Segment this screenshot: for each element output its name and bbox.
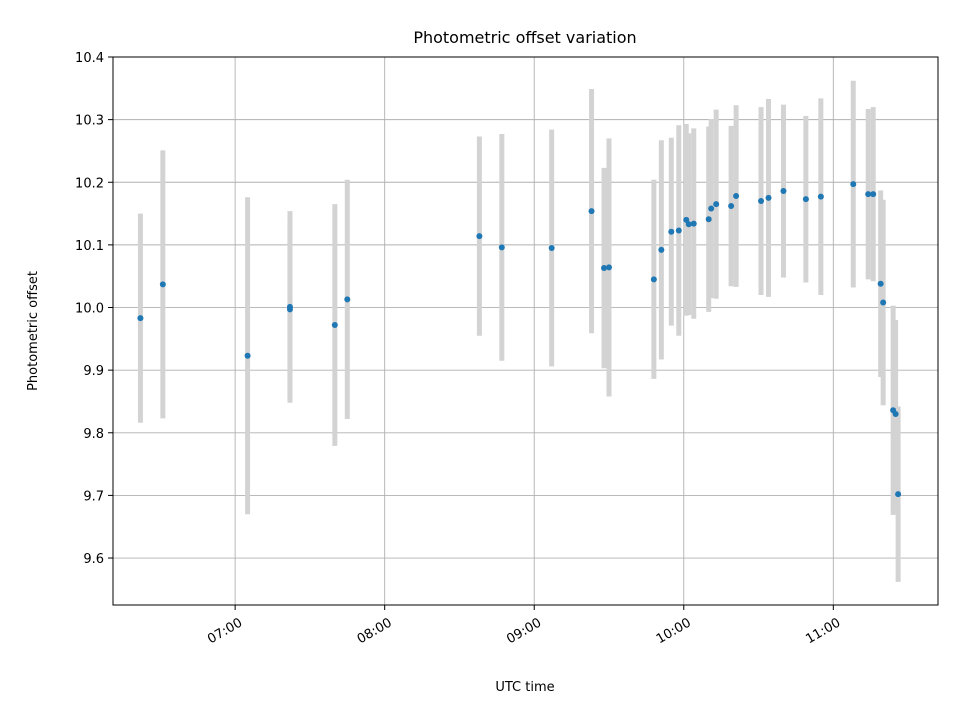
- y-axis: 9.6 9.7 9.8 9.9 10.0 10.1 10.2 10.3 10.4: [75, 51, 113, 567]
- data-point: [850, 181, 857, 188]
- data-point: [605, 264, 612, 271]
- data-point: [895, 491, 902, 498]
- data-point: [476, 233, 483, 240]
- x-axis-label: UTC time: [495, 680, 554, 695]
- y-tick-label: 10.0: [75, 302, 104, 317]
- y-tick-label: 9.9: [83, 364, 104, 379]
- data-point: [713, 201, 720, 208]
- y-axis-label: Photometric offset: [26, 271, 41, 391]
- data-point: [588, 208, 595, 215]
- data-point: [690, 220, 697, 227]
- data-point: [675, 227, 682, 234]
- data-point: [880, 299, 887, 306]
- data-point: [601, 265, 608, 272]
- chart-title: Photometric offset variation: [413, 28, 636, 47]
- data-point: [683, 216, 690, 223]
- data-point: [331, 322, 338, 329]
- data-point: [658, 246, 665, 253]
- data-points: [137, 181, 902, 498]
- data-point: [685, 221, 692, 228]
- data-point: [728, 203, 735, 210]
- data-point: [286, 303, 293, 310]
- data-point: [802, 196, 809, 203]
- y-tick-label: 10.1: [75, 239, 104, 254]
- data-point: [650, 276, 657, 283]
- y-tick-label: 9.7: [83, 489, 104, 504]
- y-tick-label: 9.8: [83, 427, 104, 442]
- plot-frame: [112, 56, 939, 606]
- data-point: [817, 193, 824, 200]
- data-point: [159, 281, 166, 288]
- data-point: [498, 244, 505, 251]
- data-point: [733, 193, 740, 200]
- data-point: [244, 352, 251, 359]
- data-point: [892, 410, 899, 417]
- data-point: [708, 205, 715, 212]
- y-tick-label: 10.2: [75, 176, 104, 191]
- y-tick-label: 9.6: [83, 552, 104, 567]
- data-point: [705, 216, 712, 223]
- data-point: [870, 191, 877, 198]
- data-point: [765, 194, 772, 201]
- data-point: [780, 188, 787, 195]
- data-point: [758, 198, 765, 205]
- y-tick-label: 10.4: [75, 51, 104, 66]
- data-point: [344, 296, 351, 303]
- y-tick-label: 10.3: [75, 114, 104, 129]
- data-point: [548, 245, 555, 252]
- data-point: [668, 228, 675, 235]
- data-point: [865, 191, 872, 198]
- data-point: [877, 280, 884, 287]
- data-point: [137, 315, 144, 322]
